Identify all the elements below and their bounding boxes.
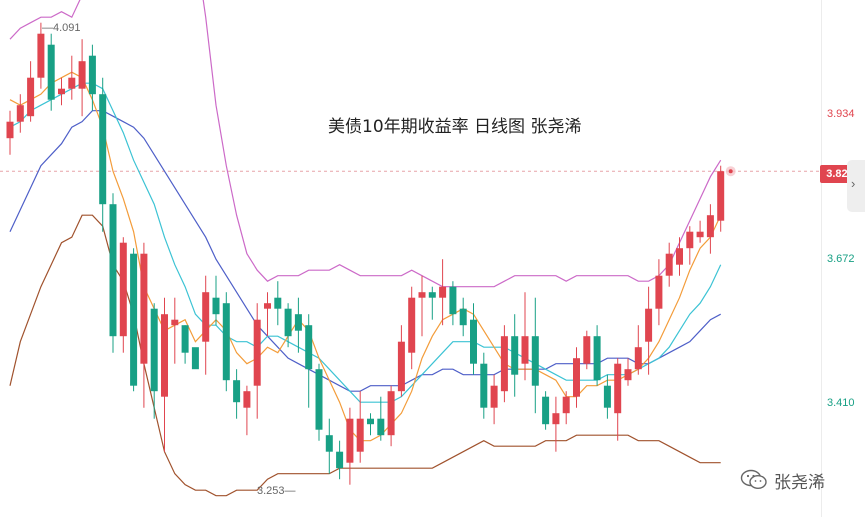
candle-body: [16, 105, 24, 122]
candle-body: [294, 314, 302, 331]
watermark-text: 张尧浠: [774, 472, 825, 493]
candle-body: [603, 385, 611, 408]
candle-body: [521, 336, 529, 364]
boll-upper-line: [9, 0, 722, 288]
candle-body: [161, 314, 168, 397]
candle-body: [696, 231, 704, 238]
candle-body: [583, 336, 591, 364]
y-tick-3672: 3.672: [827, 253, 855, 265]
candle-body: [624, 369, 632, 381]
expand-panel-tab[interactable]: ›: [847, 160, 865, 212]
y-tick-3410: 3.410: [827, 397, 855, 409]
candle-body: [99, 94, 107, 205]
candle-body: [470, 319, 477, 364]
candle-body: [325, 435, 333, 452]
candle-body: [665, 253, 673, 276]
candle-body: [202, 292, 210, 342]
ma-slow-line: [9, 110, 721, 392]
candle-body: [253, 319, 261, 386]
candle-body: [264, 303, 271, 309]
candle-body: [593, 336, 601, 381]
candle-body: [428, 292, 436, 298]
candle-body: [634, 347, 642, 370]
high-value: 4.091: [53, 22, 81, 34]
candle-body: [490, 385, 498, 408]
candle-body: [6, 121, 14, 139]
last-price-dot: [728, 169, 733, 174]
candle-body: [119, 242, 127, 337]
candle-body: [614, 363, 622, 414]
candle-body: [686, 231, 694, 249]
candle-body: [315, 369, 323, 430]
candle-body: [336, 451, 344, 469]
candle-body: [305, 325, 313, 370]
candle-body: [655, 275, 663, 309]
candle-body: [408, 297, 416, 353]
candle-body: [222, 303, 230, 381]
high-annotation: —4.091: [42, 22, 81, 34]
watermark: 张尧浠: [740, 468, 825, 493]
candle-body: [459, 308, 467, 326]
candle-body: [706, 215, 714, 238]
candle-body: [439, 286, 447, 298]
candle-body: [552, 413, 560, 425]
candle-body: [367, 418, 374, 425]
low-value: 3.253: [257, 485, 285, 497]
candle-body: [377, 418, 385, 436]
candle-body: [284, 308, 292, 337]
y-tick-3934: 3.934: [827, 108, 855, 120]
boll-lower-line: [9, 214, 721, 497]
candle-body: [397, 341, 405, 392]
candle-body: [37, 33, 45, 78]
candle-body: [531, 336, 539, 386]
candle-body: [356, 418, 364, 452]
low-annotation: 3.253—: [257, 485, 296, 497]
candle-body: [181, 325, 189, 353]
candle-body: [88, 55, 96, 95]
price-axis-panel: [821, 0, 865, 517]
candle-body: [500, 336, 508, 392]
chart-title: 美债10年期收益率 日线图 张尧浠: [328, 117, 582, 137]
candle-body: [562, 396, 570, 414]
candle-body: [346, 418, 354, 463]
candle-body: [511, 336, 519, 375]
candle-body: [68, 77, 76, 89]
candle-body: [212, 297, 220, 315]
candle-body: [243, 391, 251, 408]
ma-fast-line: [9, 71, 722, 442]
candle-body: [130, 253, 138, 386]
candle-body: [676, 248, 683, 265]
candle-body: [47, 44, 55, 100]
candle-body: [480, 363, 488, 408]
candle-body: [58, 88, 65, 95]
wechat-icon: [740, 469, 767, 490]
candle-body: [109, 204, 117, 337]
candle-body: [191, 347, 199, 370]
candle-body: [645, 308, 653, 342]
ma-mid-line: [9, 82, 722, 403]
candle-body: [27, 77, 35, 117]
candle-body: [150, 308, 158, 392]
candle-body: [573, 358, 580, 397]
candle-body: [233, 380, 241, 403]
candlestick-chart: [0, 0, 821, 497]
candle-body: [542, 396, 550, 425]
candle-body: [387, 391, 395, 436]
chevron-right-icon: ›: [851, 176, 856, 191]
candle-body: [717, 171, 725, 221]
candle-body: [140, 253, 148, 364]
candle-body: [449, 286, 457, 315]
candle-body: [78, 61, 86, 89]
candle-body: [171, 319, 179, 326]
candle-body: [274, 297, 282, 309]
candle-body: [418, 292, 426, 298]
